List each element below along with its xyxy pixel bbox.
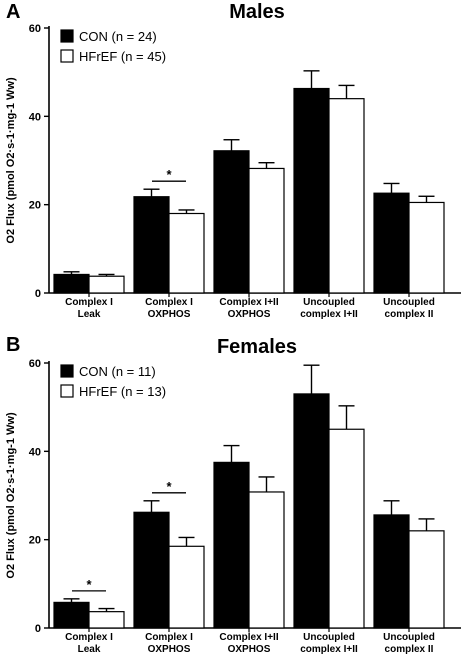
bar-con <box>293 393 330 629</box>
legend-swatch-hfref <box>60 49 74 63</box>
category-label: complex I+II <box>300 309 358 320</box>
bar-hfref <box>168 545 205 629</box>
panel-b: B Females O2 Flux (pmol O2·s-1·mg-1 Ww) 0 20… <box>5 334 461 655</box>
bar-con <box>373 514 410 629</box>
category-label: OXPHOS <box>228 309 271 320</box>
bar-hfref <box>248 167 285 294</box>
bar-hfref <box>248 491 285 629</box>
y-tick-label: 60 <box>29 23 41 35</box>
bar-hfref <box>408 530 445 629</box>
category-label: complex II <box>385 309 434 320</box>
category-label: Complex I <box>145 632 193 643</box>
category-label: complex II <box>385 644 434 655</box>
legend-swatch-hfref <box>60 384 74 398</box>
category-label: Complex I+II <box>219 297 278 308</box>
bar-con <box>213 150 250 294</box>
bar-hfref <box>328 428 365 629</box>
panel-letter: B <box>6 334 20 356</box>
legend-label: HFrEF (n = 45) <box>79 49 166 64</box>
category-label: Uncoupled <box>383 632 435 643</box>
chart-title: Males <box>229 1 285 23</box>
category-label: OXPHOS <box>228 644 271 655</box>
legend-swatch-con <box>60 364 74 378</box>
bar-con <box>133 196 170 294</box>
category-label: Complex I <box>145 297 193 308</box>
chart-title: Females <box>217 336 297 358</box>
bar-hfref <box>88 611 125 629</box>
y-axis-label: O2 Flux (pmol O2·s-1·mg-1 Ww) <box>5 77 17 244</box>
panel-letter: A <box>6 1 20 23</box>
category-label: complex I+II <box>300 644 358 655</box>
y-axis-label: O2 Flux (pmol O2·s-1·mg-1 Ww) <box>5 412 17 579</box>
bar-con <box>53 601 90 629</box>
bar-con <box>373 192 410 294</box>
significance-star: * <box>86 577 92 592</box>
bar-hfref <box>328 98 365 294</box>
category-label: Leak <box>78 644 101 655</box>
category-label: Uncoupled <box>303 632 355 643</box>
y-tick-label: 0 <box>35 623 41 635</box>
bar-con <box>213 461 250 629</box>
legend-swatch-con <box>60 29 74 43</box>
y-tick-label: 0 <box>35 288 41 300</box>
legend-label: CON (n = 24) <box>79 29 157 44</box>
y-tick-label: 20 <box>29 535 41 547</box>
bar-hfref <box>88 275 125 294</box>
bar-con <box>53 273 90 294</box>
y-tick-label: 20 <box>29 200 41 212</box>
significance-star: * <box>166 479 172 494</box>
category-label: Complex I+II <box>219 632 278 643</box>
bar-hfref <box>408 201 445 294</box>
category-label: Complex I <box>65 632 113 643</box>
category-label: Uncoupled <box>303 297 355 308</box>
bar-con <box>293 87 330 294</box>
panel-a: A Males O2 Flux (pmol O2·s-1·mg-1 Ww) 0 20 40… <box>5 1 461 320</box>
bar-con <box>133 511 170 629</box>
category-label: Uncoupled <box>383 297 435 308</box>
category-label: OXPHOS <box>148 644 191 655</box>
y-tick-label: 40 <box>29 111 41 123</box>
bar-hfref <box>168 212 205 294</box>
legend-label: CON (n = 11) <box>79 364 156 379</box>
significance-star: * <box>166 167 172 182</box>
y-tick-label: 40 <box>29 446 41 458</box>
category-label: Complex I <box>65 297 113 308</box>
category-label: Leak <box>78 309 101 320</box>
y-tick-label: 60 <box>29 358 41 370</box>
category-label: OXPHOS <box>148 309 191 320</box>
legend-label: HFrEF (n = 13) <box>79 384 166 399</box>
